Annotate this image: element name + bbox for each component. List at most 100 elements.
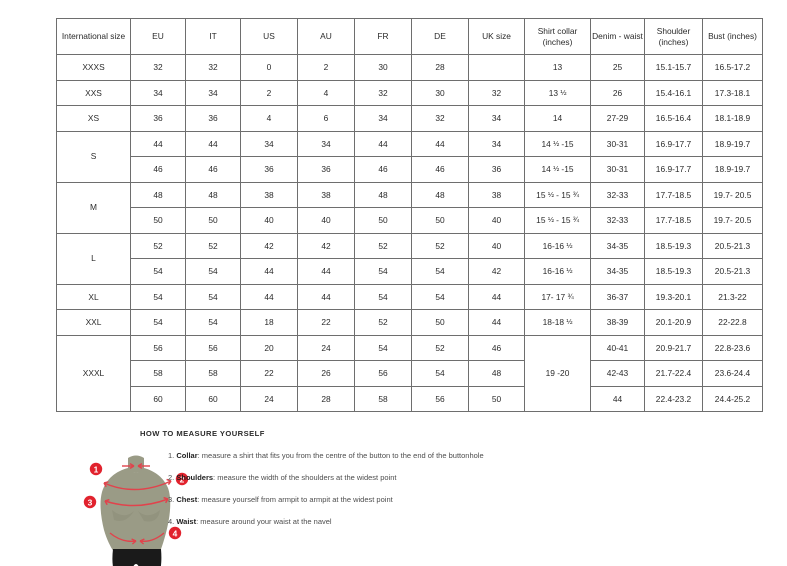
column-header-international-size: International size (56, 18, 131, 55)
cell-shirt-collar: 18-18 ½ (524, 309, 591, 336)
step-number: 4. (168, 517, 175, 526)
cell-au: 24 (297, 334, 355, 361)
measure-step: 3. Chest: measure yourself from armpit t… (168, 496, 728, 504)
cell-fr: 34 (354, 105, 412, 132)
cell-uk: 38 (468, 181, 525, 208)
cell-it: 50 (185, 207, 241, 234)
cell-de: 28 (411, 54, 469, 81)
table-row: S 44 44 34 34 44 44 34 14 ½ -15 30-31 16.9-17.7 18.… (56, 130, 763, 183)
cell-shirt-collar: 14 ½ -15 (524, 130, 591, 157)
cell-au: 42 (297, 232, 355, 259)
cell-fr: 52 (354, 232, 412, 259)
cell-bust: 24.4-25.2 (702, 385, 763, 412)
step-name: Chest (176, 495, 198, 504)
cell-uk: 44 (468, 283, 525, 310)
cell-shirt-collar: 15 ½ - 15 ¾ (524, 207, 591, 234)
cell-bust: 20.5-21.3 (702, 258, 763, 285)
cell-uk: 48 (468, 360, 525, 387)
cell-us: 42 (240, 232, 298, 259)
cell-us: 44 (240, 283, 298, 310)
cell-fr: 50 (354, 207, 412, 234)
cell-us: 20 (240, 334, 298, 361)
cell-au: 4 (297, 79, 355, 106)
cell-shoulder: 17.7-18.5 (644, 207, 703, 234)
cell-it: 44 (185, 130, 241, 157)
measure-step: 1. Collar: measure a shirt that fits you… (168, 452, 728, 460)
cell-uk: 46 (468, 334, 525, 361)
cell-uk (468, 54, 525, 81)
cell-uk: 42 (468, 258, 525, 285)
cell-denim: 38-39 (590, 309, 645, 336)
cell-denim: 40-41 (590, 334, 645, 361)
cell-it: 58 (185, 360, 241, 387)
marker-3-icon: 3 (83, 495, 97, 509)
marker-2-icon: 2 (175, 472, 189, 486)
step-name: Collar (176, 451, 198, 460)
cell-fr: 54 (354, 258, 412, 285)
column-header-it: IT (185, 18, 241, 55)
cell-us: 4 (240, 105, 298, 132)
cell-shirt-collar: 13 (524, 54, 591, 81)
cell-uk: 50 (468, 385, 525, 412)
table-row: 46 46 36 36 46 46 36 14 ½ -15 30-31 16.9-17.7 18.9… (57, 156, 763, 183)
table-header-row: International size EU IT US AU FR DE UK size Shi… (56, 18, 763, 55)
cell-fr: 56 (354, 360, 412, 387)
cell-us: 44 (240, 258, 298, 285)
cell-it: 60 (185, 385, 241, 412)
cell-shirt-collar: 16-16 ½ (524, 258, 591, 285)
step-text: : measure a shirt that fits you from the… (197, 451, 484, 460)
cell-eu: 46 (130, 156, 186, 183)
step-number: 1. (168, 451, 175, 460)
cell-bust: 19.7- 20.5 (702, 181, 763, 208)
cell-au: 26 (297, 360, 355, 387)
cell-it: 48 (185, 181, 241, 208)
table-row: M 48 48 38 38 48 48 38 15 ½ - 15 ¾ 32-33 17.7-18.5… (56, 181, 763, 234)
table-header: International size EU IT US AU FR DE UK size Shi… (56, 18, 763, 55)
how-to-measure-section: HOW TO MEASURE YOURSELF (56, 429, 732, 566)
cell-us: 22 (240, 360, 298, 387)
cell-uk: 40 (468, 232, 525, 259)
column-header-de: DE (411, 18, 469, 55)
cell-fr: 58 (354, 385, 412, 412)
size-table: International size EU IT US AU FR DE UK size Shi… (56, 18, 763, 412)
svg-text:2: 2 (180, 474, 185, 484)
svg-text:4: 4 (173, 528, 178, 538)
cell-denim: 30-31 (590, 156, 645, 183)
table-row: XL 54 54 44 44 54 54 44 17- 17 ¾ 36-37 19.3-20.1 21… (56, 283, 763, 310)
step-number: 2. (168, 473, 175, 482)
cell-eu: 58 (130, 360, 186, 387)
cell-au: 34 (297, 130, 355, 157)
cell-fr: 46 (354, 156, 412, 183)
cell-eu: 54 (130, 283, 186, 310)
cell-de: 50 (411, 207, 469, 234)
cell-shoulder: 22.4-23.2 (644, 385, 703, 412)
step-text: : measure around your waist at the navel (196, 517, 332, 526)
cell-de: 46 (411, 156, 469, 183)
table-row: 50 50 40 40 50 50 40 15 ½ - 15 ¾ 32-33 17.7-18.5 1… (57, 207, 763, 234)
cell-eu: 48 (130, 181, 186, 208)
cell-denim: 25 (590, 54, 645, 81)
cell-shoulder: 21.7-22.4 (644, 360, 703, 387)
column-header-bust-inches: Bust (inches) (702, 18, 763, 55)
cell-us: 36 (240, 156, 298, 183)
cell-shirt-collar: 15 ½ - 15 ¾ (524, 181, 591, 208)
cell-denim: 44 (590, 385, 645, 412)
cell-international-size: XL (56, 283, 131, 310)
cell-de: 56 (411, 385, 469, 412)
table-row: XXS 34 34 2 4 32 30 32 13 ½ 26 15.4-16.1 17.3-18.1 (56, 79, 763, 106)
cell-de: 54 (411, 258, 469, 285)
cell-denim: 34-35 (590, 258, 645, 285)
size-table-container: International size EU IT US AU FR DE UK size Shi… (56, 18, 763, 412)
cell-bust: 20.5-21.3 (702, 232, 763, 259)
cell-bust: 16.5-17.2 (702, 54, 763, 81)
cell-us: 38 (240, 181, 298, 208)
step-text: : measure the width of the shoulders at … (213, 473, 397, 482)
cell-fr: 32 (354, 79, 412, 106)
cell-shirt-collar: 17- 17 ¾ (524, 283, 591, 310)
cell-international-size: M (56, 181, 131, 234)
cell-denim: 34-35 (590, 232, 645, 259)
cell-fr: 54 (354, 283, 412, 310)
table-row: XS 36 36 4 6 34 32 34 14 27-29 16.5-16.4 18.1-18.9 (56, 105, 763, 132)
cell-bust: 18.1-18.9 (702, 105, 763, 132)
column-header-fr: FR (354, 18, 412, 55)
